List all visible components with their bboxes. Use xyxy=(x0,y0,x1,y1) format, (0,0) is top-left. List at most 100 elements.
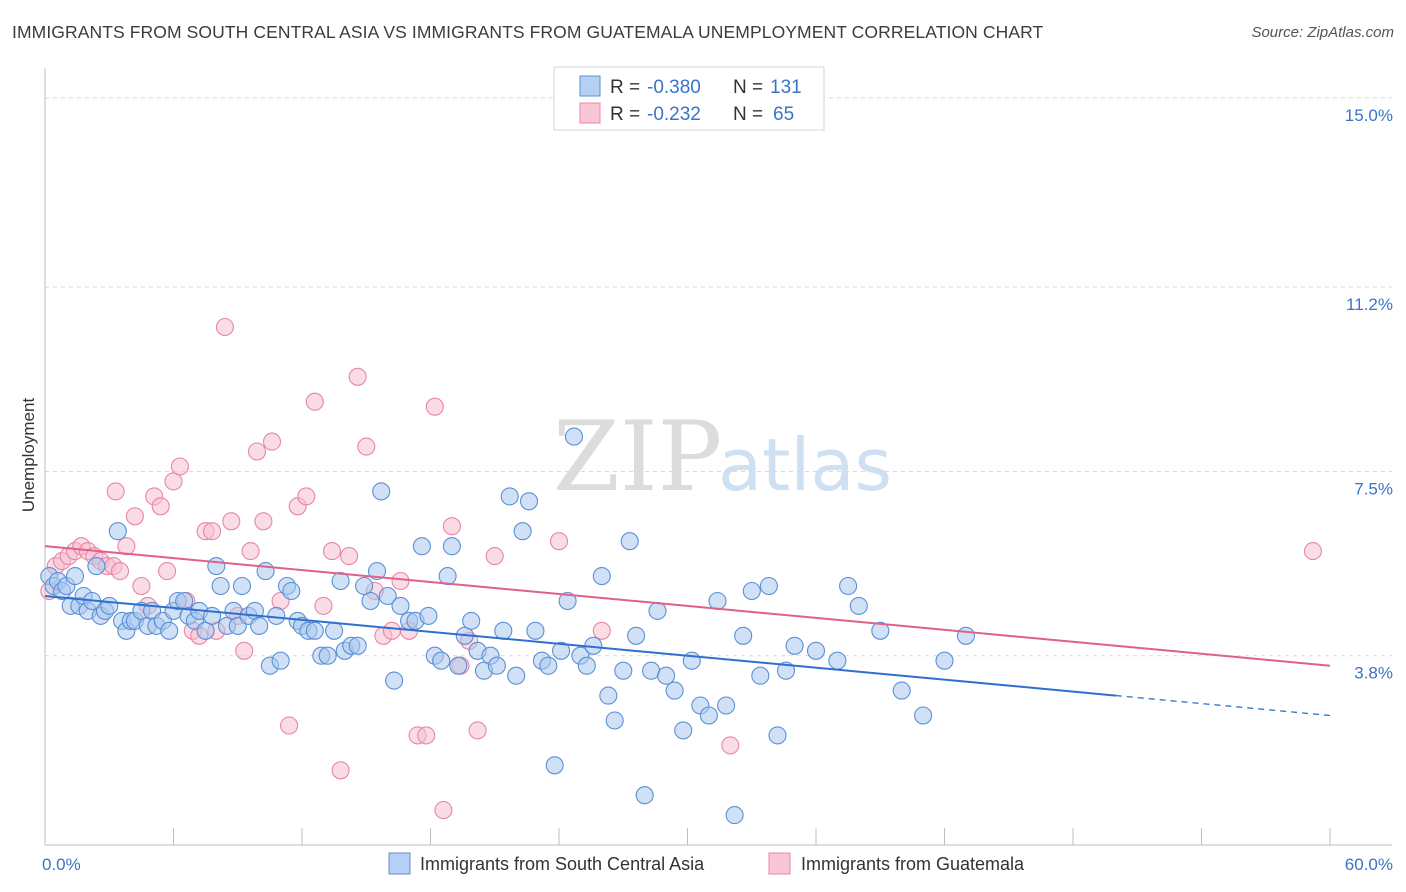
data-point xyxy=(549,532,569,551)
data-point xyxy=(348,367,367,386)
data-point xyxy=(599,686,618,705)
data-point xyxy=(507,666,526,685)
data-point xyxy=(485,547,504,566)
y-axis-label: Unemployment xyxy=(19,398,38,513)
data-point xyxy=(605,711,624,730)
data-point xyxy=(65,567,85,586)
x-tick-label: 60.0% xyxy=(1345,855,1393,874)
data-point xyxy=(513,522,532,541)
axes xyxy=(44,68,1392,846)
data-point xyxy=(361,591,380,611)
data-point xyxy=(558,591,577,611)
data-point xyxy=(648,601,667,620)
data-point xyxy=(665,681,684,700)
data-point xyxy=(592,567,611,586)
data-point xyxy=(175,591,194,611)
data-point xyxy=(742,581,761,601)
guatemala-trend-line xyxy=(44,545,1331,667)
tick-labels: 3.8% 7.5% 11.2% 15.0% 0.0% 60.0% xyxy=(42,106,1393,874)
data-point xyxy=(267,606,286,625)
data-point xyxy=(125,507,144,526)
data-point xyxy=(1303,542,1322,561)
data-point xyxy=(828,651,847,670)
data-point xyxy=(871,621,890,640)
data-point xyxy=(449,656,468,675)
watermark-atlas: atlas xyxy=(718,423,892,507)
legend-r-label-2: R = xyxy=(610,104,640,125)
south-central-asia-points xyxy=(40,427,975,825)
data-point xyxy=(106,482,125,501)
data-point xyxy=(391,571,410,591)
data-point xyxy=(785,636,804,655)
data-point xyxy=(355,576,374,596)
data-point xyxy=(635,786,654,805)
legend-r-label-1: R = xyxy=(610,77,640,98)
data-point xyxy=(438,567,457,586)
data-point xyxy=(158,562,177,581)
data-point xyxy=(314,596,333,615)
data-point xyxy=(222,512,241,531)
data-point xyxy=(100,596,119,615)
legend-r-value-2: -0.232 xyxy=(647,104,701,125)
data-point xyxy=(196,621,215,640)
data-point xyxy=(215,317,234,337)
data-point xyxy=(526,621,545,640)
data-point xyxy=(331,571,350,591)
x-tick-label: 0.0% xyxy=(42,855,81,874)
data-point xyxy=(539,656,558,675)
data-point xyxy=(487,656,506,675)
data-point xyxy=(282,581,301,601)
data-point xyxy=(614,661,633,680)
data-point xyxy=(254,512,273,531)
data-point xyxy=(462,611,481,630)
data-point xyxy=(160,621,179,640)
data-point xyxy=(391,596,410,615)
data-point xyxy=(500,487,519,506)
data-point xyxy=(699,706,718,725)
data-point xyxy=(108,522,127,541)
series-swatch-blue xyxy=(388,852,411,875)
watermark-zip: ZIP xyxy=(553,401,722,513)
data-point xyxy=(417,726,436,745)
legend-n-value-2: 65 xyxy=(773,104,794,125)
data-point xyxy=(564,427,584,446)
data-point xyxy=(250,616,269,635)
series-legend: Immigrants from South Central Asia Immig… xyxy=(388,852,1025,875)
data-point xyxy=(545,756,564,775)
data-point xyxy=(552,641,571,660)
data-point xyxy=(232,576,252,596)
source-credit: Source: ZipAtlas.com xyxy=(1251,24,1394,41)
data-point xyxy=(378,586,397,606)
y-tick-label: 11.2% xyxy=(1346,295,1393,314)
legend-n-value-1: 131 xyxy=(770,77,802,98)
data-point xyxy=(235,641,254,660)
data-point xyxy=(849,596,868,615)
data-point xyxy=(372,482,391,501)
data-point xyxy=(768,726,787,745)
y-tick-label: 15.0% xyxy=(1345,106,1393,125)
series-label-south-central-asia: Immigrants from South Central Asia xyxy=(420,854,705,874)
data-point xyxy=(247,442,267,461)
data-point xyxy=(494,621,513,640)
data-point xyxy=(577,656,596,675)
data-point xyxy=(110,562,130,581)
data-point xyxy=(708,591,727,611)
data-point xyxy=(776,661,796,680)
legend-n-label-2: N = xyxy=(733,104,763,125)
data-point xyxy=(382,621,401,640)
data-point xyxy=(340,547,359,566)
series-label-guatemala: Immigrants from Guatemala xyxy=(801,854,1025,874)
data-point xyxy=(207,557,226,576)
data-point xyxy=(620,532,639,551)
data-point xyxy=(721,736,740,755)
data-point xyxy=(734,626,753,645)
data-point xyxy=(759,576,778,596)
data-point xyxy=(914,706,933,725)
data-point xyxy=(725,806,744,825)
legend-swatch-pink xyxy=(579,102,601,124)
legend-n-label-1: N = xyxy=(733,77,763,98)
data-point xyxy=(117,537,136,556)
data-point xyxy=(348,636,367,655)
trend-lines xyxy=(44,545,1331,717)
